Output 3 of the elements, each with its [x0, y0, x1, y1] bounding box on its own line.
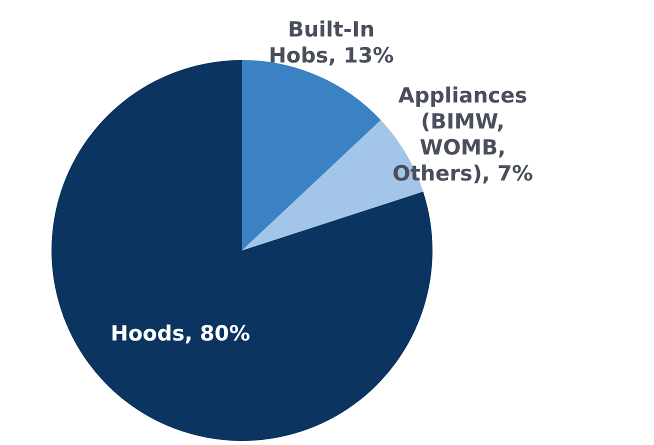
- slice-label: Built-In Hobs, 13%: [268, 18, 394, 68]
- slice-label: Hoods, 80%: [110, 322, 250, 346]
- slice-label: Appliances (BIMW, WOMB, Others), 7%: [392, 84, 533, 186]
